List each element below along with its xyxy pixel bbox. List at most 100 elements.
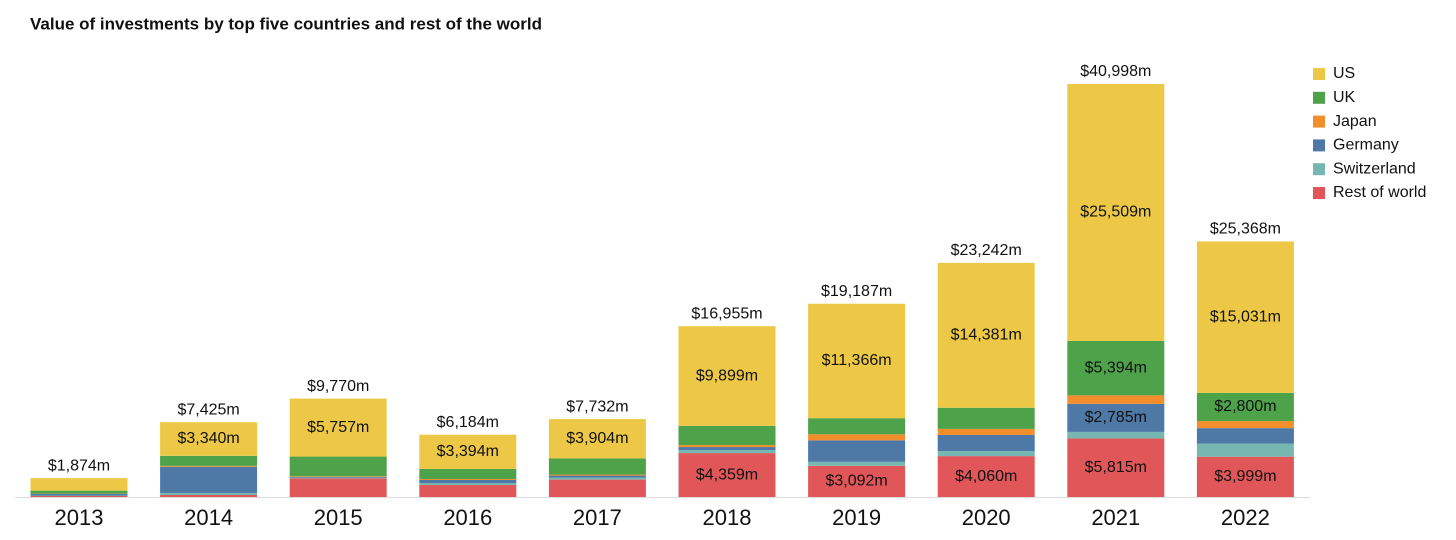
bar-segment xyxy=(678,425,776,446)
x-tick-label: 2014 xyxy=(184,505,233,530)
bar-segment xyxy=(289,478,387,497)
bar-segment xyxy=(160,455,258,466)
bar-segment xyxy=(1196,421,1294,429)
legend-swatch xyxy=(1313,115,1325,128)
bar-segment xyxy=(678,453,776,497)
segment-label: $3,340m xyxy=(177,430,239,447)
bar-segment xyxy=(937,428,1035,435)
segment-label: $4,359m xyxy=(696,466,758,483)
bar-segment xyxy=(419,478,517,480)
bar-segment xyxy=(160,492,258,495)
legend-swatch xyxy=(1313,91,1325,104)
bar-segment xyxy=(678,450,776,454)
bar-segment xyxy=(1067,395,1165,404)
bar-segment xyxy=(678,447,776,451)
bar-segment xyxy=(289,398,387,457)
segment-label: $25,509m xyxy=(1080,204,1151,221)
segment-label: $3,394m xyxy=(437,443,499,460)
segment-label: $4,060m xyxy=(955,468,1017,485)
bar-segment xyxy=(1196,392,1294,422)
total-label: $16,955m xyxy=(691,305,762,322)
segment-label: $11,366m xyxy=(822,352,892,369)
legend-label: US xyxy=(1333,65,1355,82)
bar-segment xyxy=(548,479,646,497)
segment-label: $2,785m xyxy=(1085,409,1147,426)
x-tick-label: 2021 xyxy=(1091,505,1140,530)
bar-segment xyxy=(419,485,517,497)
bar-segment xyxy=(419,479,517,483)
total-label: $23,242m xyxy=(951,242,1022,259)
bar-segment xyxy=(30,493,128,496)
bar-segment xyxy=(678,326,776,426)
segment-label: $3,999m xyxy=(1214,468,1276,485)
legend-label: Rest of world xyxy=(1333,184,1426,201)
bar-segment xyxy=(160,494,258,497)
total-label: $1,874m xyxy=(48,457,110,474)
bar-segment xyxy=(548,474,646,476)
segment-label: $14,381m xyxy=(951,327,1022,344)
bar-segment xyxy=(808,440,906,462)
x-tick-label: 2022 xyxy=(1221,505,1270,530)
segment-label: $15,031m xyxy=(1210,308,1281,325)
bar-segment xyxy=(160,422,258,456)
bar-segment xyxy=(160,465,258,467)
bar-segment xyxy=(1067,84,1165,341)
legend-label: Germany xyxy=(1333,137,1399,154)
segment-label: $3,092m xyxy=(825,473,887,490)
total-label: $40,998m xyxy=(1080,63,1151,80)
segment-label: $3,904m xyxy=(566,430,628,447)
legend-label: UK xyxy=(1333,89,1356,106)
bar-segment xyxy=(419,434,517,469)
bar-segment xyxy=(30,495,128,497)
bar-segment xyxy=(937,451,1035,457)
total-label: $6,184m xyxy=(437,414,499,431)
bar-segment xyxy=(30,490,128,494)
total-label: $7,732m xyxy=(566,398,628,415)
chart-title: Value of investments by top five countri… xyxy=(30,14,542,33)
bar-segment xyxy=(548,419,646,459)
bar-segment xyxy=(808,434,906,441)
segment-label: $5,757m xyxy=(307,419,369,436)
x-tick-label: 2020 xyxy=(962,505,1011,530)
bar-segment xyxy=(808,303,906,419)
total-label: $25,368m xyxy=(1210,221,1281,238)
segment-label: $9,899m xyxy=(696,367,758,384)
bar-segment xyxy=(808,418,906,435)
bar-segment xyxy=(160,466,258,493)
bar-segment xyxy=(1067,431,1165,439)
legend-label: Japan xyxy=(1333,113,1377,130)
bar-segment xyxy=(678,445,776,448)
x-tick-label: 2017 xyxy=(573,505,622,530)
bar-segment xyxy=(1196,443,1294,457)
segment-label: $5,394m xyxy=(1085,359,1147,376)
bar-segment xyxy=(1196,428,1294,444)
bar-segment xyxy=(1196,241,1294,393)
bar-segment xyxy=(419,468,517,479)
bar-segment xyxy=(937,262,1035,408)
bar-segment xyxy=(548,477,646,480)
legend-swatch xyxy=(1313,187,1325,199)
bar-segment xyxy=(937,456,1035,497)
bar-segment xyxy=(1067,403,1165,432)
bar-segment xyxy=(289,476,387,478)
bar-segment xyxy=(1196,456,1294,497)
bar-segment xyxy=(289,476,387,477)
legend-swatch xyxy=(1313,139,1325,152)
legend-label: Switzerland xyxy=(1333,160,1416,177)
bar-segment xyxy=(1067,438,1165,497)
x-tick-label: 2018 xyxy=(703,505,752,530)
segment-label: $5,815m xyxy=(1085,459,1147,476)
x-tick-label: 2016 xyxy=(443,505,492,530)
legend-swatch xyxy=(1313,163,1325,176)
bar-segment xyxy=(1067,340,1165,396)
total-label: $7,425m xyxy=(177,401,239,418)
x-tick-label: 2013 xyxy=(55,505,104,530)
bar-segment xyxy=(30,495,128,496)
bar-segment xyxy=(30,478,128,491)
bar-segment xyxy=(808,465,906,497)
segment-label: $2,800m xyxy=(1214,398,1276,415)
bar-segment xyxy=(548,458,646,475)
bar-segment xyxy=(937,434,1035,452)
x-tick-label: 2015 xyxy=(314,505,363,530)
